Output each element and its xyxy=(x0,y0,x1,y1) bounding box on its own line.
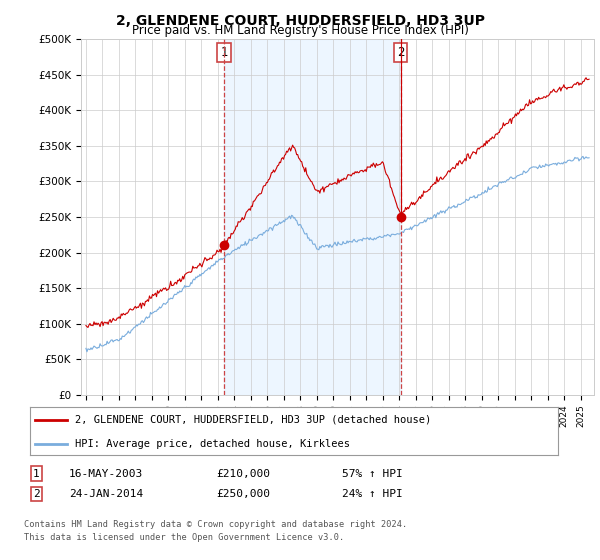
Text: 1: 1 xyxy=(33,469,40,479)
Text: 2: 2 xyxy=(33,489,40,499)
Text: 57% ↑ HPI: 57% ↑ HPI xyxy=(342,469,403,479)
Text: 16-MAY-2003: 16-MAY-2003 xyxy=(69,469,143,479)
Text: 2, GLENDENE COURT, HUDDERSFIELD, HD3 3UP: 2, GLENDENE COURT, HUDDERSFIELD, HD3 3UP xyxy=(115,14,485,28)
Text: 2, GLENDENE COURT, HUDDERSFIELD, HD3 3UP (detached house): 2, GLENDENE COURT, HUDDERSFIELD, HD3 3UP… xyxy=(75,415,431,425)
Text: Price paid vs. HM Land Registry's House Price Index (HPI): Price paid vs. HM Land Registry's House … xyxy=(131,24,469,37)
Text: Contains HM Land Registry data © Crown copyright and database right 2024.: Contains HM Land Registry data © Crown c… xyxy=(24,520,407,529)
Text: 1: 1 xyxy=(220,46,228,59)
Text: This data is licensed under the Open Government Licence v3.0.: This data is licensed under the Open Gov… xyxy=(24,533,344,542)
Bar xyxy=(224,39,401,395)
Text: HPI: Average price, detached house, Kirklees: HPI: Average price, detached house, Kirk… xyxy=(75,439,350,449)
Text: £210,000: £210,000 xyxy=(216,469,270,479)
Text: £250,000: £250,000 xyxy=(216,489,270,499)
Text: 2: 2 xyxy=(397,46,404,59)
Text: 24-JAN-2014: 24-JAN-2014 xyxy=(69,489,143,499)
Text: 24% ↑ HPI: 24% ↑ HPI xyxy=(342,489,403,499)
